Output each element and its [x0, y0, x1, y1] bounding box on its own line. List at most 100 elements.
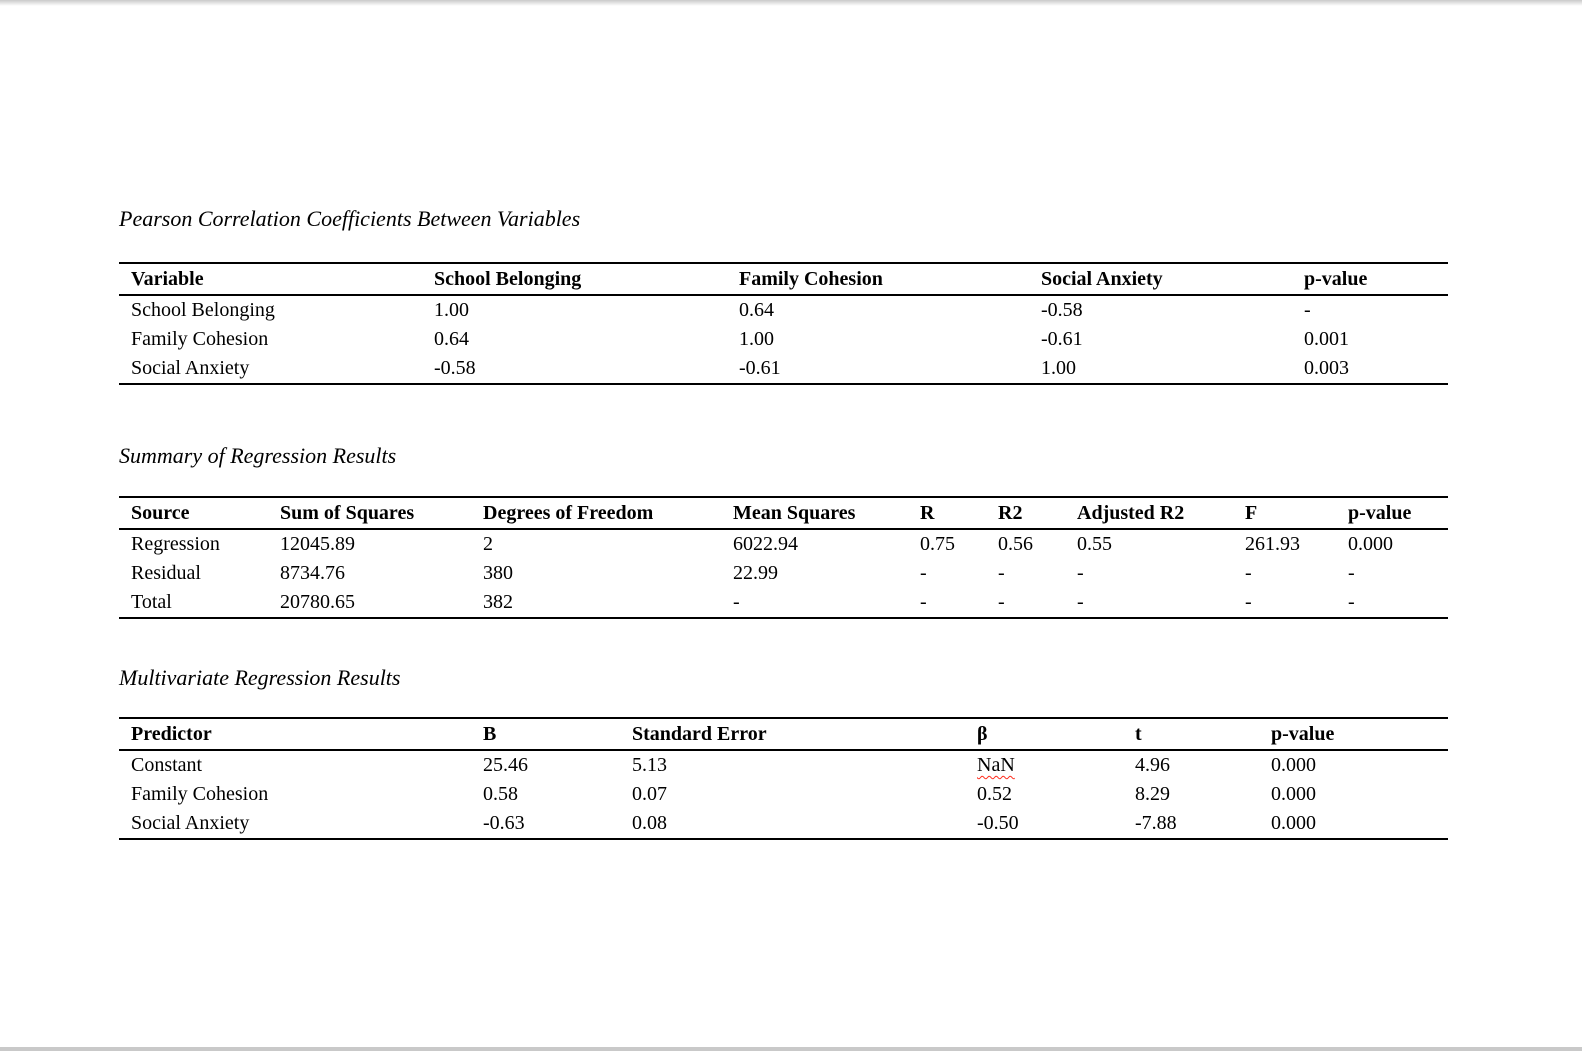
- table-row: Social Anxiety -0.63 0.08 -0.50 -7.88 0.…: [119, 809, 1448, 840]
- cell: 0.003: [1304, 354, 1448, 385]
- cell: -: [1077, 562, 1084, 584]
- header-cell: t: [1135, 718, 1271, 751]
- cell: 382: [483, 588, 733, 619]
- header-cell: Family Cohesion: [739, 263, 1041, 296]
- header-cell: β: [977, 718, 1135, 751]
- cell: -: [998, 562, 1005, 584]
- header-cell: R2: [998, 497, 1077, 530]
- cell: -: [1348, 562, 1355, 584]
- table-header-row: Variable School Belonging Family Cohesio…: [119, 263, 1448, 296]
- cell: 0.64: [739, 299, 774, 321]
- header-cell: Social Anxiety: [1041, 263, 1304, 296]
- cell: -: [1304, 299, 1311, 321]
- top-edge-shadow: [0, 0, 1582, 6]
- cell: 0.56: [998, 533, 1033, 555]
- cell: Family Cohesion: [131, 783, 269, 805]
- table-title-regression-summary: Summary of Regression Results: [119, 443, 397, 468]
- cell: -: [998, 588, 1077, 619]
- cell: -7.88: [1135, 809, 1271, 840]
- cell: -0.61: [739, 354, 1041, 385]
- table-row: Residual 8734.76 380 22.99 - - - - -: [119, 559, 1448, 588]
- cell: -: [1348, 588, 1448, 619]
- header-cell: B: [483, 718, 632, 751]
- bottom-edge-bar: [0, 1047, 1582, 1051]
- cell: 0.000: [1348, 533, 1393, 555]
- table-row: Regression 12045.89 2 6022.94 0.75 0.56 …: [119, 529, 1448, 559]
- cell: 25.46: [483, 754, 528, 776]
- cell: 0.000: [1271, 754, 1316, 776]
- cell: -: [1245, 588, 1348, 619]
- cell: -0.58: [434, 354, 739, 385]
- cell: Family Cohesion: [131, 328, 269, 350]
- cell: -0.63: [483, 809, 632, 840]
- cell: 1.00: [1041, 354, 1304, 385]
- cell: 0.000: [1271, 783, 1316, 805]
- header-cell: Mean Squares: [733, 497, 920, 530]
- cell: 0.000: [1271, 809, 1448, 840]
- spellcheck-flagged-word: NaN: [977, 754, 1015, 776]
- table-header-row: Source Sum of Squares Degrees of Freedom…: [119, 497, 1448, 530]
- cell: 2: [483, 533, 493, 555]
- header-cell: R: [920, 497, 998, 530]
- cell: -0.50: [977, 809, 1135, 840]
- cell: 8734.76: [280, 562, 345, 584]
- cell: -: [920, 562, 927, 584]
- cell: -: [1077, 588, 1245, 619]
- cell: 6022.94: [733, 533, 798, 555]
- cell: 0.55: [1077, 533, 1112, 555]
- cell: 1.00: [434, 299, 469, 321]
- header-cell: p-value: [1304, 263, 1448, 296]
- cell: 261.93: [1245, 533, 1300, 555]
- cell: 4.96: [1135, 754, 1170, 776]
- cell: Constant: [131, 754, 203, 776]
- table-title-pearson-correlation: Pearson Correlation Coefficients Between…: [119, 206, 581, 231]
- header-cell: Degrees of Freedom: [483, 497, 733, 530]
- table-row: School Belonging 1.00 0.64 -0.58 -: [119, 295, 1448, 325]
- cell: 380: [483, 562, 513, 584]
- header-cell: Variable: [119, 263, 434, 296]
- multivariate-regression-table: Predictor B Standard Error β t p-value C…: [119, 717, 1448, 840]
- cell: Social Anxiety: [119, 354, 434, 385]
- header-cell: Standard Error: [632, 718, 977, 751]
- cell: 22.99: [733, 562, 778, 584]
- cell: Total: [119, 588, 280, 619]
- cell: -: [733, 588, 920, 619]
- cell: 0.75: [920, 533, 955, 555]
- table-title-multivariate-regression: Multivariate Regression Results: [119, 665, 401, 690]
- header-cell: Source: [119, 497, 280, 530]
- cell: Residual: [131, 562, 201, 584]
- cell: 0.07: [632, 783, 667, 805]
- pearson-correlation-table: Variable School Belonging Family Cohesio…: [119, 262, 1448, 385]
- header-cell: Adjusted R2: [1077, 497, 1245, 530]
- cell: Regression: [131, 533, 220, 555]
- cell: School Belonging: [131, 299, 275, 321]
- cell: Social Anxiety: [119, 809, 483, 840]
- cell: 5.13: [632, 754, 667, 776]
- cell: 0.001: [1304, 328, 1349, 350]
- cell: -: [1245, 562, 1252, 584]
- cell: 0.08: [632, 809, 977, 840]
- header-cell: School Belonging: [434, 263, 739, 296]
- cell: -0.58: [1041, 299, 1083, 321]
- table-row: Constant 25.46 5.13 NaN 4.96 0.000: [119, 750, 1448, 780]
- cell: NaN: [977, 750, 1135, 780]
- cell: -0.61: [1041, 328, 1083, 350]
- table-row: Total 20780.65 382 - - - - - -: [119, 588, 1448, 619]
- header-cell: Sum of Squares: [280, 497, 483, 530]
- table-row: Social Anxiety -0.58 -0.61 1.00 0.003: [119, 354, 1448, 385]
- cell: 0.58: [483, 783, 518, 805]
- table-row: Family Cohesion 0.58 0.07 0.52 8.29 0.00…: [119, 780, 1448, 809]
- header-cell: p-value: [1348, 497, 1448, 530]
- cell: 20780.65: [280, 588, 483, 619]
- header-cell: Predictor: [119, 718, 483, 751]
- table-row: Family Cohesion 0.64 1.00 -0.61 0.001: [119, 325, 1448, 354]
- cell: 0.52: [977, 783, 1012, 805]
- cell: 1.00: [739, 328, 774, 350]
- cell: 0.64: [434, 328, 469, 350]
- regression-summary-table: Source Sum of Squares Degrees of Freedom…: [119, 496, 1448, 619]
- cell: 8.29: [1135, 783, 1170, 805]
- cell: 12045.89: [280, 533, 355, 555]
- header-cell: p-value: [1271, 718, 1448, 751]
- cell: -: [920, 588, 998, 619]
